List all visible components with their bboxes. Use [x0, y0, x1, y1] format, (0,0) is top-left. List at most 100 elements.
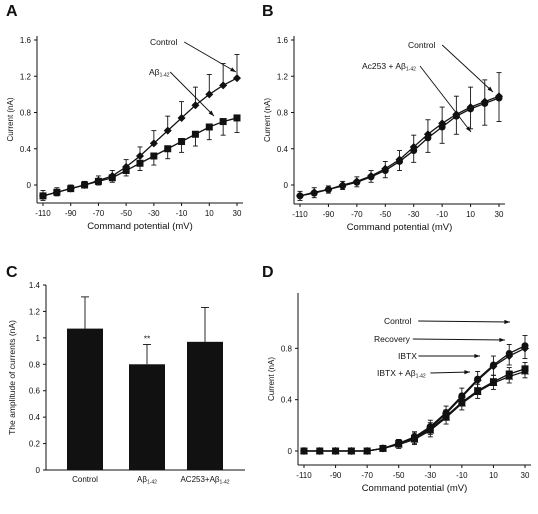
annotation-arrow [430, 371, 471, 374]
data-point [136, 159, 144, 167]
series-annotation: IBTX + Aβ1-42 [377, 368, 426, 380]
data-point [53, 188, 61, 196]
annotation-arrow [418, 320, 511, 323]
data-point [191, 101, 200, 110]
data-point [163, 126, 172, 135]
data-point [424, 134, 432, 142]
data-point [489, 378, 498, 386]
data-point [233, 74, 241, 83]
data-point [94, 177, 102, 185]
x-tick-label: -10 [456, 471, 468, 480]
panel-b: B 0 0.4 0.8 1.2 1.6 -110 -90 -70 -50 -30 -10 10 30 Com… [262, 3, 505, 233]
y-axis-label: Current (nA) [267, 357, 276, 401]
data-point [347, 447, 356, 454]
data-point [324, 186, 332, 194]
category-label-main: Control [72, 475, 98, 484]
significance-marker: ** [144, 333, 151, 343]
annotation-arrow [412, 338, 506, 341]
y-tick-label: 1 [36, 334, 41, 343]
series-annotation-main: Control [384, 316, 412, 326]
series-annotation-main: Control [150, 37, 178, 47]
data-series [296, 72, 503, 200]
data-point [219, 81, 228, 90]
x-tick-label: -70 [361, 471, 373, 480]
data-point [310, 189, 318, 197]
data-point [378, 444, 387, 452]
series-annotation-main: IBTX + Aβ [377, 368, 416, 378]
x-axis-label: Command potential (mV) [362, 483, 468, 494]
data-point [205, 123, 213, 131]
y-tick-label: 0.4 [281, 396, 293, 405]
data-point [410, 147, 418, 155]
annotation-arrowhead [464, 370, 470, 375]
y-tick-label: 0.8 [29, 360, 41, 369]
data-point [136, 152, 144, 160]
bar [187, 341, 223, 470]
data-point [457, 399, 466, 407]
y-tick-label: 0.4 [20, 145, 32, 154]
y-tick-label: 0.8 [281, 344, 293, 353]
panel-label: B [262, 3, 274, 20]
x-tick-label: 30 [233, 209, 242, 218]
x-tick-label: -10 [436, 210, 448, 219]
data-point [505, 372, 514, 380]
data-point [521, 367, 529, 375]
bar [129, 364, 165, 470]
x-tick-label: -30 [408, 210, 420, 219]
annotation-arrowhead [499, 337, 505, 342]
data-point [481, 99, 489, 107]
data-point [300, 447, 308, 454]
series-annotation-main: Aβ [149, 67, 160, 77]
data-point [363, 447, 372, 454]
series-annotation-main: Control [408, 40, 436, 50]
series-line [299, 97, 500, 197]
y-axis-label: Current (nA) [263, 98, 272, 142]
category-label-sub: 1-42 [147, 480, 157, 486]
x-tick-label: -90 [330, 471, 342, 480]
panel-a: A 0 0.4 0.8 1.2 1.6 -110 -90 -70 -50 -30 -10 10 30 Com… [6, 3, 243, 232]
series-annotation-main: IBTX [398, 351, 417, 361]
x-tick-label: -50 [380, 210, 392, 219]
y-tick-label: 0 [27, 181, 32, 190]
data-point [396, 157, 403, 165]
y-tick-label: 0.4 [29, 413, 41, 422]
panel-label: A [6, 3, 18, 20]
data-point [367, 173, 375, 181]
data-series [39, 114, 241, 201]
series-annotation-sub: 1-42 [160, 73, 170, 79]
data-point [521, 344, 529, 353]
x-tick-label: -70 [351, 210, 363, 219]
x-tick-label: 10 [466, 210, 475, 219]
y-tick-label: 0 [36, 466, 41, 475]
y-tick-label: 1.6 [277, 36, 289, 45]
data-point [296, 192, 304, 200]
x-tick-label: -70 [93, 209, 105, 218]
annotation-arrowhead [487, 86, 493, 92]
x-tick-label: 30 [495, 210, 504, 219]
data-point [233, 114, 241, 122]
data-point [150, 152, 158, 160]
x-axis-label: Command potential (mV) [347, 222, 453, 233]
data-point [495, 94, 503, 102]
data-series [296, 94, 503, 201]
x-tick-label: -30 [148, 209, 160, 218]
category-label: Aβ1-42 [137, 475, 157, 486]
data-point [394, 440, 403, 448]
y-tick-label: 0 [288, 447, 293, 456]
data-point [177, 113, 186, 122]
annotation-arrowhead [465, 126, 471, 132]
data-point [489, 362, 498, 371]
data-point [149, 139, 158, 148]
annotation-arrow [441, 44, 494, 93]
series-annotation: Ac253 + Aβ1-42 [362, 61, 416, 73]
x-tick-label: -90 [65, 209, 77, 218]
data-point [108, 174, 116, 182]
series-annotation-main: Recovery [374, 334, 411, 344]
bar [67, 328, 103, 470]
x-tick-label: 10 [205, 209, 214, 218]
data-point [122, 167, 130, 174]
y-tick-label: 1.6 [20, 36, 32, 45]
panel-c: C 0 0.2 0.4 0.6 0.8 1 1.2 1.4 The amplitude of cu… [6, 264, 245, 486]
data-point [315, 447, 324, 454]
category-label-sub: 1-42 [220, 480, 230, 486]
